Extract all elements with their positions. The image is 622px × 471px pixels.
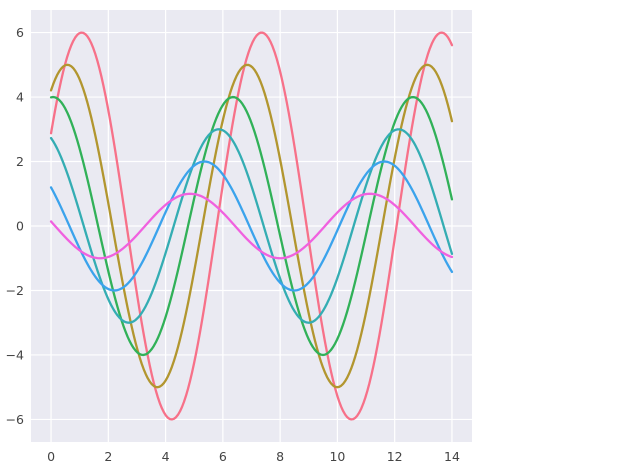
x-tick-label: 6: [219, 449, 227, 464]
series-line-4-sin-x-1-5-: [49, 95, 454, 357]
y-tick-label: −4: [6, 347, 24, 362]
series-line-1-sin-x-3-0-: [49, 192, 454, 260]
series-line-3-sin-x-2-0-: [49, 128, 454, 324]
y-tick-label: 0: [16, 219, 24, 234]
y-tick-label: 4: [16, 90, 24, 105]
x-tick-label: 12: [387, 449, 403, 464]
x-tick-label: 8: [276, 449, 284, 464]
y-tick-label: −6: [6, 412, 24, 427]
x-tick-label: 2: [104, 449, 112, 464]
x-tick-label: 4: [162, 449, 170, 464]
x-tick-label: 0: [47, 449, 55, 464]
x-tick-label: 14: [444, 449, 460, 464]
y-tick-label: 2: [16, 154, 24, 169]
x-tick-label: 10: [329, 449, 345, 464]
y-tick-label: 6: [16, 25, 24, 40]
series-line-5-sin-x-1-0-: [49, 63, 454, 389]
series-line-2-sin-x-2-5-: [49, 160, 454, 292]
y-tick-label: −2: [6, 283, 24, 298]
series-line-6-sin-x-0-5-: [49, 31, 454, 421]
